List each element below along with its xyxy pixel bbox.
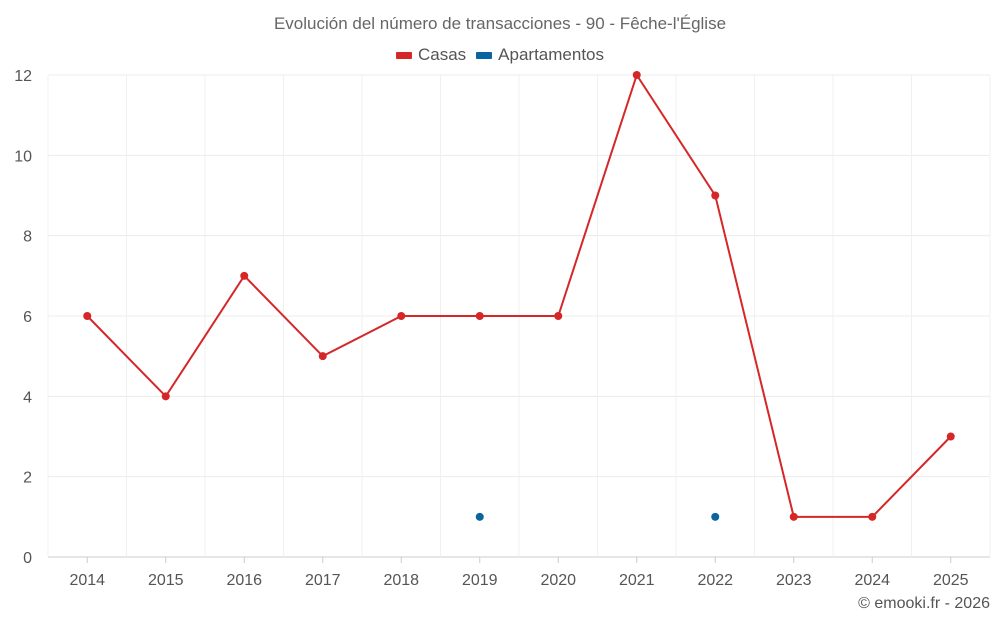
data-point-casas [83,312,92,320]
data-point-casas [946,432,955,441]
data-point-casas [632,71,641,79]
y-tick-label: 6 [23,309,32,326]
legend-label-apartamentos: Apartamentos [498,45,605,64]
y-tick-label: 0 [23,550,32,567]
y-tick-label: 2 [23,470,32,487]
data-point-apartamentos [475,512,484,521]
series-line-casas [86,72,952,518]
x-tick-label: 2020 [540,572,576,589]
y-tick-label: 4 [23,389,32,406]
data-point-apartamentos [711,512,720,521]
x-tick-label: 2017 [305,572,341,589]
data-point-casas [789,512,798,521]
x-tick-label: 2025 [933,572,969,589]
x-tick-label: 2014 [69,572,105,589]
chart-title: Evolución del número de transacciones - … [273,14,727,33]
legend-swatch-apartamentos [476,51,493,59]
legend-item-casas[interactable]: Casas [395,45,467,65]
legend-label-casas: Casas [417,45,467,64]
x-tick-label: 2023 [776,572,812,589]
x-tick-label: 2016 [226,572,262,589]
data-point-casas [554,312,563,320]
x-tick-label: 2021 [619,572,655,589]
credit: © emooki.fr - 2026 [858,595,990,612]
legend-swatch-casas [395,51,412,59]
data-point-casas [318,352,327,361]
data-point-casas [240,271,249,280]
data-point-casas [868,512,877,521]
x-tick-label: 2018 [383,572,419,589]
data-point-casas [475,312,484,320]
data-point-casas [711,191,720,200]
data-point-casas [161,392,170,401]
x-tick-label: 2022 [697,572,733,589]
legend: Casas Apartamentos [0,45,1000,65]
x-tick-label: 2019 [462,572,498,589]
y-tick-label: 10 [14,148,32,165]
y-tick-label: 12 [14,68,32,85]
x-tick-label: 2024 [854,572,890,589]
data-point-casas [397,312,406,320]
legend-item-apartamentos[interactable]: Apartamentos [476,45,604,65]
x-tick-label: 2015 [148,572,184,589]
y-tick-label: 8 [23,229,32,246]
